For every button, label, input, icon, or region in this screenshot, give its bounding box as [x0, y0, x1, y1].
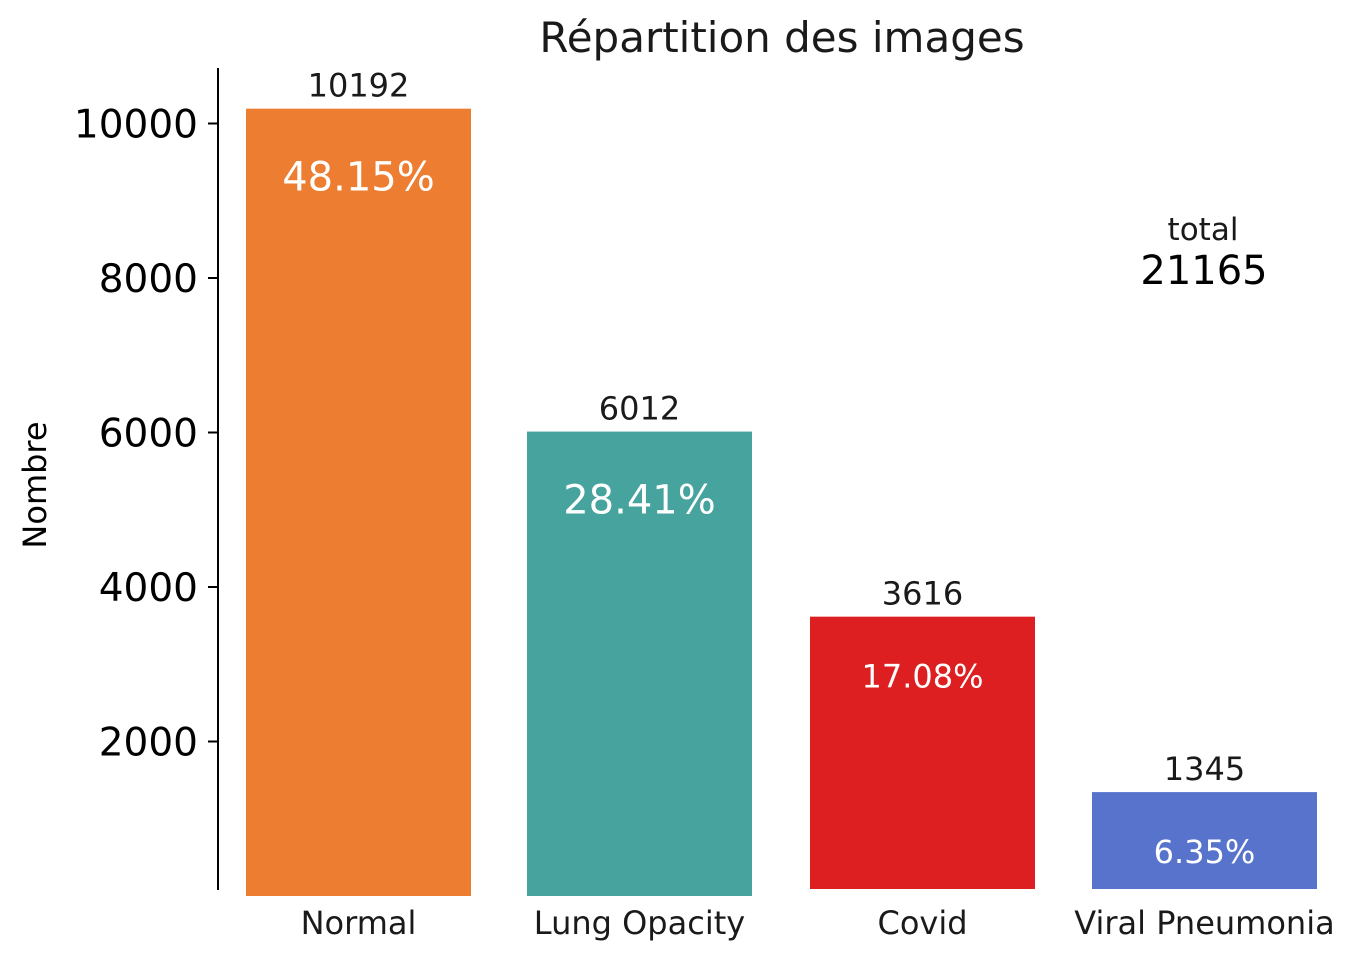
- y-tick-label: 2000: [99, 721, 198, 766]
- bar-count-label: 3616: [882, 575, 963, 613]
- y-tick-label: 4000: [99, 566, 198, 611]
- bar-count-label: 10192: [308, 67, 410, 105]
- bars-group: [246, 108, 1317, 897]
- bar: [527, 431, 752, 896]
- x-tick-label: Viral Pneumonia: [1074, 904, 1334, 942]
- bar-percent-label: 28.41%: [563, 478, 716, 524]
- bar-count-label: 1345: [1164, 750, 1245, 788]
- bar-percent-label: 17.08%: [861, 658, 983, 696]
- total-label: total: [1168, 212, 1239, 248]
- percent-labels-group: 48.15% 28.41% 17.08% 6.35%: [282, 155, 1255, 871]
- bar: [810, 616, 1035, 889]
- y-tick-label: 6000: [99, 412, 198, 457]
- bar-percent-label: 48.15%: [282, 155, 435, 201]
- total-value: 21165: [1140, 248, 1267, 294]
- y-axis-label: Nombre: [16, 421, 54, 548]
- bar-percent-label: 6.35%: [1154, 833, 1256, 871]
- y-axis-ticks: 2000 4000 6000 8000 10000: [74, 103, 218, 766]
- count-labels-group: 10192 6012 3616 1345: [308, 67, 1246, 788]
- x-tick-label: Normal: [301, 904, 417, 942]
- bar: [246, 108, 471, 897]
- bar-count-label: 6012: [599, 390, 680, 428]
- y-tick-label: 10000: [74, 103, 198, 148]
- y-tick-label: 8000: [99, 257, 198, 302]
- bar: [1092, 792, 1317, 889]
- x-tick-label: Lung Opacity: [534, 904, 745, 942]
- chart-title: Répartition des images: [539, 13, 1024, 62]
- x-axis-ticks: Normal Lung Opacity Covid Viral Pneumonia: [301, 904, 1335, 942]
- x-tick-label: Covid: [877, 904, 967, 942]
